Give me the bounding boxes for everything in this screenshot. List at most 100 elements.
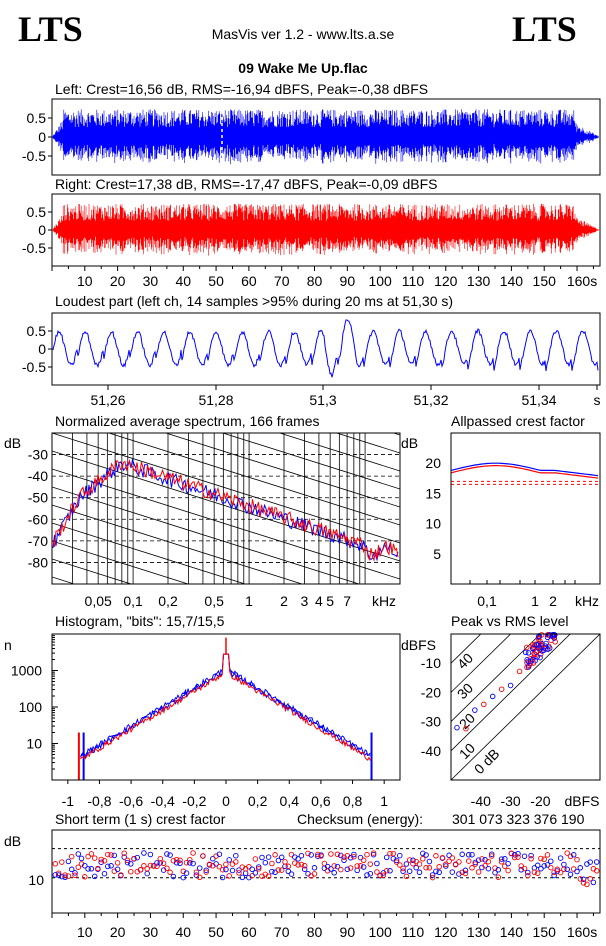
short-term-point	[278, 854, 285, 861]
short-term-point	[59, 873, 65, 880]
short-term-point	[311, 865, 318, 871]
short-term-point	[111, 852, 118, 859]
short-term-point	[344, 866, 351, 873]
short-term-point	[338, 866, 344, 873]
short-term-point	[331, 863, 337, 869]
x-tick-label: 51,34	[521, 392, 556, 408]
x-tick-label: 30	[143, 924, 159, 940]
peak-rms-point	[454, 724, 460, 731]
crest-ylabel: dB	[401, 435, 418, 451]
short-term-point	[124, 859, 131, 866]
short-term-point	[580, 876, 587, 883]
x-tick-label: 1	[245, 593, 253, 609]
peak-rms-point	[463, 725, 469, 732]
short-term-point	[351, 853, 357, 860]
short-term-point	[154, 863, 160, 869]
short-term-point	[426, 858, 433, 865]
peak-rms-point	[543, 640, 549, 647]
y-tick-label: -70	[28, 533, 48, 549]
short-term-point	[413, 864, 419, 871]
x-tick-label: 90	[340, 924, 356, 940]
short-term-point	[456, 859, 462, 865]
peak-rms-point	[524, 644, 530, 651]
spectrum-slope	[52, 540, 190, 584]
short-term-point	[262, 859, 269, 866]
short-term-point	[587, 859, 593, 865]
short-term-point	[137, 867, 144, 873]
short-term-point	[72, 872, 78, 879]
right-waveform	[52, 203, 599, 256]
short-term-point	[580, 880, 587, 886]
short-term-point	[502, 856, 508, 862]
short-term-point	[331, 870, 337, 876]
short-term-point	[465, 852, 472, 858]
short-term-point	[374, 869, 380, 875]
short-term-point	[223, 861, 229, 868]
short-term-point	[426, 865, 433, 871]
x-tick-label: 20	[110, 924, 126, 940]
short-term-point	[538, 865, 544, 872]
short-term-point	[68, 866, 75, 873]
x-tick-label: 80	[307, 273, 323, 289]
crest-diagonal	[451, 634, 571, 752]
short-term-point	[410, 857, 416, 864]
short-term-point	[213, 861, 219, 867]
short-term-point	[416, 861, 423, 867]
short-term-point	[98, 856, 104, 863]
histogram-left-series	[80, 653, 371, 758]
short-term-point	[469, 865, 475, 871]
short-term-point	[528, 852, 534, 859]
short-term-point	[462, 870, 469, 877]
x-tick-label: 10	[77, 273, 93, 289]
short-term-point	[488, 853, 495, 859]
short-term-point	[367, 870, 374, 877]
y-tick-label: -0.5	[22, 148, 46, 164]
spectrum-right-series	[52, 458, 399, 562]
short-term-ylabel: dB	[4, 833, 21, 849]
short-term-point	[403, 873, 410, 880]
short-term-point	[200, 853, 206, 859]
x-tick-label: 150	[533, 924, 557, 940]
x-tick-label: 2	[280, 593, 288, 609]
short-term-point	[226, 873, 232, 879]
short-term-point	[91, 873, 98, 880]
short-term-point	[515, 854, 521, 860]
short-term-point	[380, 872, 387, 878]
short-term-point	[393, 859, 400, 865]
x-tick-label: 2	[549, 593, 557, 609]
short-term-point	[443, 863, 449, 869]
peak-rms-point	[498, 686, 505, 692]
short-term-point	[305, 850, 311, 857]
short-term-point	[141, 850, 147, 856]
short-term-point	[164, 851, 170, 857]
short-term-point	[285, 863, 292, 870]
short-term-point	[446, 852, 452, 859]
short-term-point	[577, 876, 584, 882]
spectrum-axes	[51, 432, 401, 585]
x-tick-label: 110	[402, 273, 425, 289]
checksum-label: Checksum (energy):	[297, 811, 424, 827]
short-term-point	[479, 856, 485, 862]
short-term-point	[482, 862, 488, 869]
x-tick-label: 3	[301, 593, 309, 609]
short-term-point	[383, 854, 390, 861]
x-tick-label: 40	[175, 924, 191, 940]
short-term-point	[495, 867, 502, 873]
short-term-point	[88, 851, 95, 857]
x-tick-label: 100	[368, 273, 392, 289]
short-term-point	[128, 861, 134, 867]
y-tick-label: -0.5	[22, 359, 46, 375]
short-term-point	[134, 854, 141, 861]
short-term-point	[406, 868, 413, 874]
short-term-point	[557, 869, 564, 876]
short-term-point	[475, 869, 482, 875]
y-tick-label: -40	[421, 743, 441, 759]
short-term-point	[370, 850, 377, 856]
short-term-point	[534, 870, 541, 876]
short-term-point	[252, 856, 259, 862]
y-tick-label: -40	[28, 468, 48, 484]
short-term-point	[465, 858, 472, 864]
short-term-point	[554, 868, 561, 874]
short-term-point	[206, 861, 213, 868]
